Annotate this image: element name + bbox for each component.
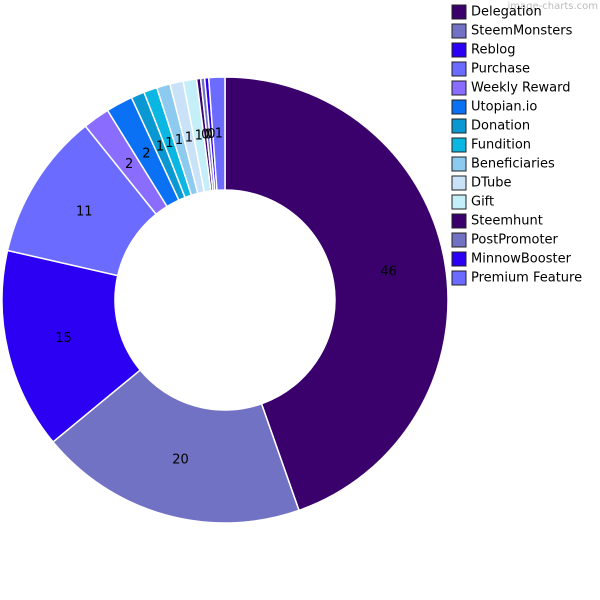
watermark: image-charts.com [508, 1, 599, 12]
legend-swatch [451, 194, 467, 210]
legend-swatch [451, 175, 467, 191]
slice [224, 76, 449, 512]
slice-label: 1 [195, 129, 203, 144]
legend-label: Purchase [471, 62, 530, 77]
legend-label: Gift [471, 195, 494, 210]
slice [51, 368, 300, 524]
slice-label: 1 [156, 140, 164, 155]
legend-label: Premium Feature [471, 271, 582, 286]
legend-swatch [451, 23, 467, 39]
slice-label: 1 [185, 130, 193, 145]
slice-label: 0 [201, 128, 209, 143]
legend-label: Utopian.io [471, 100, 537, 115]
legend-label: Beneficiaries [471, 157, 555, 172]
slice-label: 2 [125, 157, 133, 172]
slice-label: 1 [175, 133, 183, 148]
slice-label: 0 [207, 127, 215, 142]
legend-label: PostPromoter [471, 233, 559, 248]
legend-label: Donation [471, 119, 530, 134]
legend-swatch [451, 80, 467, 96]
legend-label: Steemhunt [471, 214, 543, 229]
legend-swatch [451, 251, 467, 267]
slice [1, 249, 142, 444]
slice-label: 1 [165, 136, 173, 151]
slice-label: 2 [142, 146, 150, 161]
slice-label: 11 [76, 204, 93, 219]
legend-label: Reblog [471, 43, 516, 58]
legend-swatch [451, 61, 467, 77]
legend-label: SteemMonsters [471, 24, 573, 39]
slice-label: 0 [204, 127, 212, 142]
legend-swatch [451, 213, 467, 229]
legend-swatch [451, 156, 467, 172]
slice-label: 1 [215, 127, 223, 142]
legend-swatch [451, 118, 467, 134]
legend-swatch [451, 4, 467, 20]
legend-label: Fundition [471, 138, 531, 153]
legend-swatch [451, 137, 467, 153]
legend-label: MinnowBooster [471, 252, 572, 267]
legend-swatch [451, 232, 467, 248]
slice-label: 46 [380, 265, 397, 280]
legend-swatch [451, 42, 467, 58]
slice-label: 20 [172, 452, 189, 467]
legend-label: DTube [471, 176, 511, 191]
slice [207, 76, 226, 192]
slice-label: 15 [55, 331, 72, 346]
legend-label: Weekly Reward [471, 81, 570, 96]
legend-swatch [451, 270, 467, 286]
legend-swatch [451, 99, 467, 115]
legend-label: Delegation [471, 5, 542, 20]
